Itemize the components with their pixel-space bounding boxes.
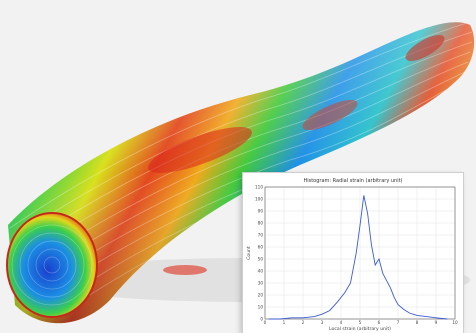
- y-tick-label: 10: [258, 305, 264, 310]
- y-tick-label: 0: [260, 317, 263, 322]
- y-tick-label: 20: [258, 293, 264, 298]
- x-tick-label: 4: [340, 320, 343, 325]
- x-tick-label: 6: [378, 320, 381, 325]
- chart-grid: [264, 186, 456, 320]
- y-tick-label: 110: [255, 185, 263, 190]
- plot-frame: [264, 186, 456, 320]
- y-axis-ticks: 0 10 20 30 40 50 60 70 80 90 100 110: [255, 185, 263, 322]
- y-tick-label: 50: [258, 257, 264, 262]
- y-axis-label: Count: [246, 246, 252, 260]
- x-tick-label: 10: [452, 320, 458, 325]
- y-tick-label: 80: [258, 221, 264, 226]
- histogram-chart: Histogram: Radial strain (arbitrary unit…: [246, 178, 458, 332]
- bundle-cross-section: [6, 212, 98, 318]
- y-tick-label: 100: [255, 197, 263, 202]
- chart-title: Histogram: Radial strain (arbitrary unit…: [303, 178, 402, 184]
- y-tick-label: 40: [258, 269, 264, 274]
- histogram-inset: Histogram: Radial strain (arbitrary unit…: [243, 173, 463, 333]
- x-tick-label: 0: [264, 320, 267, 325]
- x-tick-label: 5: [359, 320, 362, 325]
- y-tick-label: 60: [258, 245, 264, 250]
- x-tick-label: 2: [302, 320, 305, 325]
- x-tick-label: 3: [321, 320, 324, 325]
- x-tick-label: 9: [435, 320, 438, 325]
- y-tick-label: 70: [258, 233, 264, 238]
- y-tick-label: 30: [258, 281, 264, 286]
- x-tick-label: 8: [416, 320, 419, 325]
- x-axis-ticks: 0 1 2 3 4 5 6 7 8 9 10: [264, 320, 458, 325]
- x-tick-label: 7: [397, 320, 400, 325]
- y-tick-label: 90: [258, 209, 264, 214]
- x-tick-label: 1: [283, 320, 286, 325]
- series-line: [268, 195, 448, 320]
- x-axis-label: Local strain (arbitrary unit): [329, 326, 391, 332]
